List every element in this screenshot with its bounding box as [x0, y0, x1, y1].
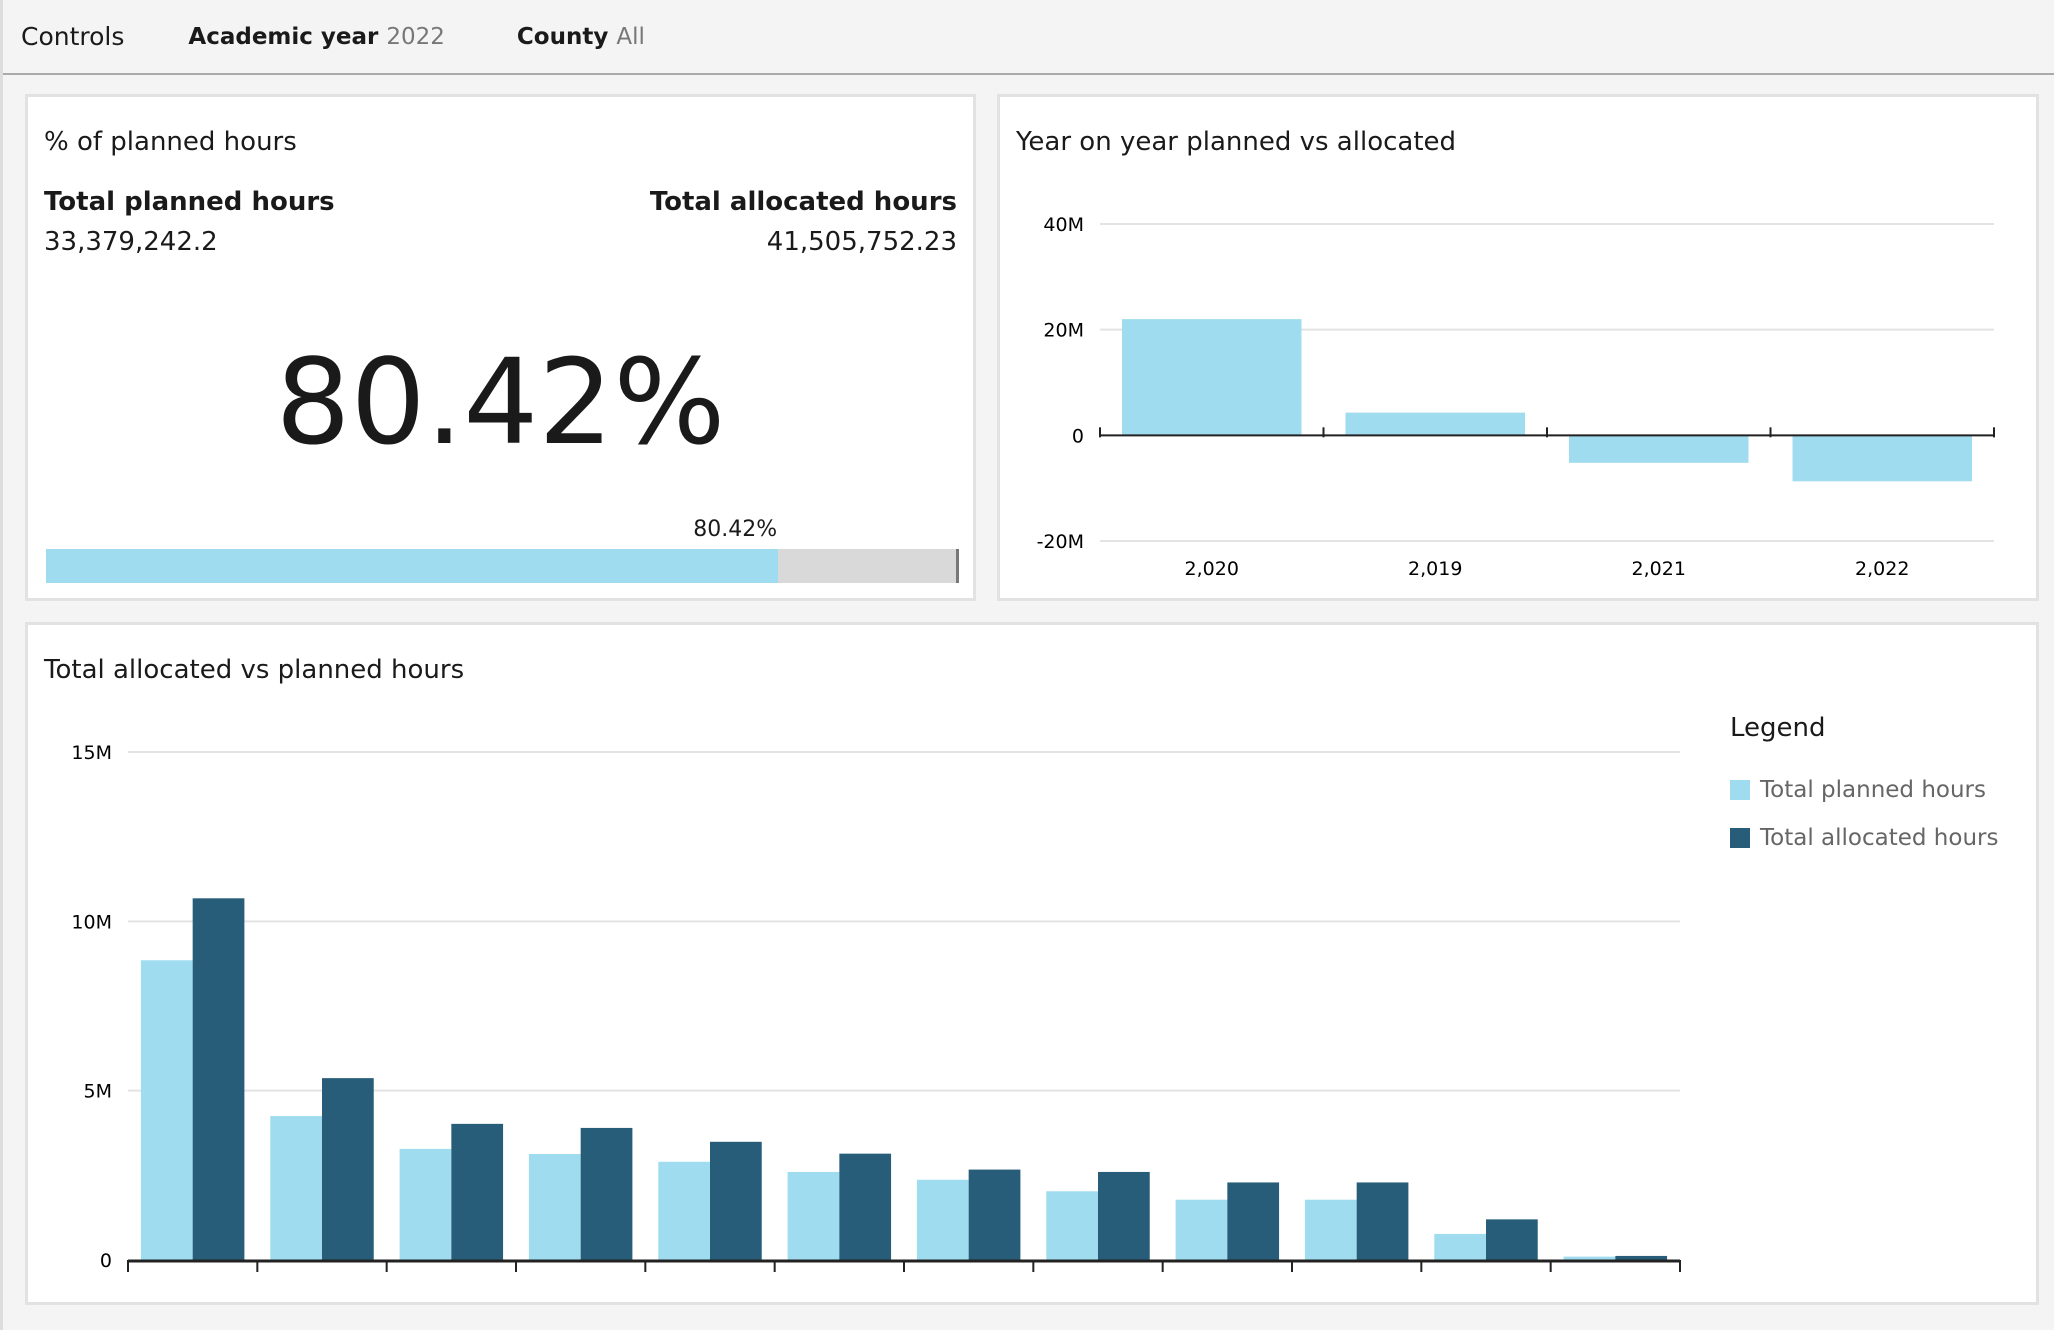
- progress-bar: [46, 549, 959, 583]
- planned-bar: [1175, 1199, 1228, 1260]
- yoy-chart-title: Year on year planned vs allocated: [1016, 127, 1457, 157]
- filter-label: County: [516, 23, 609, 50]
- y-tick-label: 40M: [1043, 214, 1084, 236]
- allocated-bar: [580, 1127, 633, 1260]
- bar: [1792, 435, 1972, 482]
- bar: [1122, 319, 1302, 436]
- bar: [1569, 435, 1749, 463]
- allocated-chart: 15M 10M 5M 0: [71, 742, 1681, 1272]
- allocated-bar: [1615, 1255, 1668, 1260]
- planned-bar: [1563, 1256, 1616, 1260]
- y-tick-label: 0: [1072, 425, 1084, 447]
- allocated-value: 41,505,752.23: [766, 227, 957, 257]
- planned-bar: [787, 1171, 840, 1260]
- allocated-bar: [451, 1123, 504, 1260]
- x-tick-label: 2,020: [1185, 558, 1239, 580]
- planned-bar: [1434, 1233, 1486, 1260]
- planned-bar: [658, 1161, 710, 1260]
- legend-label: Total allocated hours: [1760, 825, 1999, 851]
- planned-bar: [270, 1116, 322, 1260]
- legend-item-planned[interactable]: Total planned hours: [1730, 777, 1998, 803]
- allocated-bar: [710, 1141, 762, 1260]
- filter-value: 2022: [386, 23, 445, 50]
- allocated-chart-title: Total allocated vs planned hours: [44, 655, 465, 685]
- legend-swatch: [1730, 780, 1750, 800]
- percent-value: 80.42%: [275, 333, 726, 471]
- x-tick-label: 2,019: [1408, 558, 1462, 580]
- controls-bar: Controls Academic year 2022 County All: [3, 0, 2054, 75]
- kpi-title: % of planned hours: [44, 127, 297, 157]
- x-tick-label: 2,022: [1855, 558, 1909, 580]
- allocated-label: Total allocated hours: [649, 187, 957, 217]
- y-tick-label: 5M: [84, 1081, 112, 1103]
- allocated-bar: [192, 898, 245, 1260]
- filter-academic-year[interactable]: Academic year 2022: [188, 24, 445, 50]
- filter-county[interactable]: County All: [517, 24, 645, 50]
- y-tick-label: 20M: [1043, 320, 1084, 342]
- allocated-bar: [968, 1169, 1021, 1260]
- planned-bar: [1304, 1199, 1357, 1260]
- progress-fill: [46, 549, 778, 583]
- kpi-card: % of planned hours Total planned hours 3…: [25, 94, 976, 601]
- legend-title: Legend: [1730, 713, 1826, 743]
- y-tick-label: 10M: [71, 911, 112, 933]
- planned-bar: [1046, 1191, 1098, 1260]
- y-tick-label: 15M: [71, 742, 112, 764]
- filter-value: All: [616, 23, 645, 50]
- progress-label: 80.42%: [693, 517, 778, 542]
- bar: [1345, 412, 1525, 436]
- filter-label: Academic year: [188, 23, 379, 50]
- legend: Legend Total planned hours Total allocat…: [1730, 713, 1998, 873]
- allocated-bar: [1486, 1219, 1538, 1260]
- legend-item-allocated[interactable]: Total allocated hours: [1730, 825, 1998, 851]
- allocated-bar: [1227, 1182, 1280, 1260]
- allocated-bar: [1098, 1171, 1150, 1260]
- y-tick-label: -20M: [1037, 531, 1084, 553]
- legend-swatch: [1730, 828, 1750, 848]
- allocated-chart-card: Total allocated vs planned hours 15M 10M 5…: [25, 622, 2039, 1305]
- yoy-chart-card: Year on year planned vs allocated 40M 20M…: [997, 94, 2039, 601]
- planned-bar: [916, 1179, 969, 1260]
- allocated-bar: [839, 1153, 892, 1260]
- planned-bar: [140, 960, 193, 1260]
- yoy-chart: 40M 20M 0 -20M 2,020 2,019 2,021 2,022: [1037, 214, 1995, 580]
- planned-label: Total planned hours: [44, 187, 335, 217]
- legend-label: Total planned hours: [1760, 777, 1986, 803]
- controls-title[interactable]: Controls: [21, 22, 125, 51]
- planned-bar: [399, 1148, 452, 1260]
- planned-bar: [528, 1153, 581, 1260]
- allocated-bar: [322, 1078, 374, 1260]
- x-tick-label: 2,021: [1632, 558, 1686, 580]
- planned-value: 33,379,242.2: [44, 227, 218, 257]
- y-tick-label: 0: [100, 1250, 112, 1272]
- allocated-bar: [1356, 1182, 1409, 1260]
